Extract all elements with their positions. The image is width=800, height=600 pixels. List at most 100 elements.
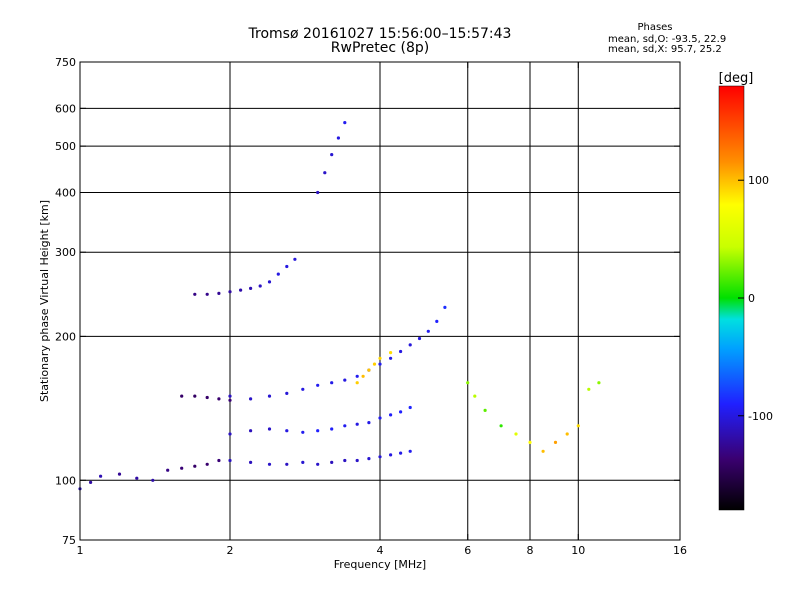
data-point (576, 424, 580, 428)
data-point (343, 121, 347, 125)
data-point (258, 284, 262, 288)
data-point (285, 462, 289, 466)
colorbar-tick-label: 0 (748, 292, 755, 305)
data-point (301, 460, 305, 464)
data-point (217, 291, 221, 295)
data-point (361, 374, 365, 378)
data-point (378, 455, 382, 459)
data-point (408, 449, 412, 453)
data-point (180, 466, 184, 470)
x-tick-label: 10 (571, 544, 585, 557)
data-point (330, 153, 334, 157)
data-point (301, 430, 305, 434)
data-point (249, 460, 253, 464)
data-point (205, 462, 209, 466)
data-point (367, 421, 371, 425)
data-point (249, 429, 253, 433)
x-tick-label: 1 (77, 544, 84, 557)
data-point (217, 458, 221, 463)
data-point (228, 398, 232, 402)
data-point (399, 451, 403, 455)
data-point (378, 416, 382, 420)
data-point (343, 424, 347, 428)
data-point (426, 329, 430, 333)
data-point (408, 343, 412, 347)
data-point (587, 387, 591, 391)
data-point (228, 458, 232, 463)
data-point (483, 408, 487, 412)
data-point (316, 190, 320, 195)
data-point (499, 424, 503, 428)
data-point (330, 427, 334, 431)
data-point (193, 292, 197, 296)
data-point (330, 381, 334, 385)
data-point (389, 413, 393, 417)
data-point (378, 362, 382, 366)
data-point (343, 378, 347, 382)
data-point (435, 319, 439, 323)
data-point (355, 374, 359, 378)
data-point (193, 464, 197, 468)
y-tick-label: 100 (55, 474, 76, 487)
data-point (417, 336, 422, 341)
data-point (135, 476, 139, 480)
data-point (389, 351, 393, 355)
phase-stats-o-mode: mean, sd,O: -93.5, 22.9 (608, 34, 727, 45)
phase-stats-x-mode: mean, sd,X: 95.7, 25.2 (608, 44, 722, 55)
data-point (389, 453, 393, 457)
data-point (389, 356, 393, 360)
x-tick-label: 16 (673, 544, 687, 557)
data-point (205, 395, 209, 400)
data-point (89, 480, 93, 484)
data-point (399, 410, 403, 414)
x-tick-label: 6 (464, 544, 471, 557)
data-point (316, 383, 320, 387)
data-point (228, 290, 232, 294)
data-point (267, 280, 272, 284)
data-point (565, 432, 569, 436)
y-tick-label: 750 (55, 56, 76, 69)
data-point (239, 288, 243, 292)
data-point (514, 432, 518, 436)
data-point (151, 478, 155, 482)
x-tick-label: 2 (227, 544, 234, 557)
data-point (408, 405, 412, 410)
chart-subtitle: RwPretec (8p) (330, 40, 430, 56)
data-point (336, 136, 340, 140)
data-point (267, 394, 272, 398)
data-point (99, 474, 103, 478)
data-point (217, 397, 221, 401)
data-point (267, 427, 272, 431)
x-tick-label: 8 (527, 544, 534, 557)
data-point (228, 432, 232, 436)
data-point (355, 422, 359, 426)
data-point (597, 381, 601, 385)
data-point (285, 429, 289, 433)
data-point (276, 272, 280, 276)
data-point (378, 356, 382, 360)
data-point (355, 381, 359, 385)
data-point (117, 472, 122, 476)
data-point (553, 440, 558, 444)
phase-stats-heading: Phases (637, 22, 673, 33)
data-point (528, 440, 532, 444)
y-tick-label: 600 (55, 102, 76, 115)
data-point (399, 349, 403, 354)
data-point (180, 394, 184, 398)
data-point (541, 449, 545, 453)
y-tick-label: 400 (55, 186, 76, 199)
data-point (228, 394, 232, 398)
data-point (193, 394, 197, 398)
data-point (473, 394, 477, 398)
data-point (166, 468, 170, 472)
data-point (293, 257, 297, 261)
data-point (367, 368, 371, 372)
data-point (301, 387, 305, 391)
data-point (323, 171, 327, 175)
colorbar-label: [deg] (719, 71, 754, 86)
data-point (205, 292, 209, 296)
colorbar-tick-label: 100 (748, 174, 769, 187)
data-point (372, 362, 377, 366)
data-point (443, 305, 447, 309)
y-axis-label: Stationary phase Virtual Height [km] (38, 200, 51, 402)
